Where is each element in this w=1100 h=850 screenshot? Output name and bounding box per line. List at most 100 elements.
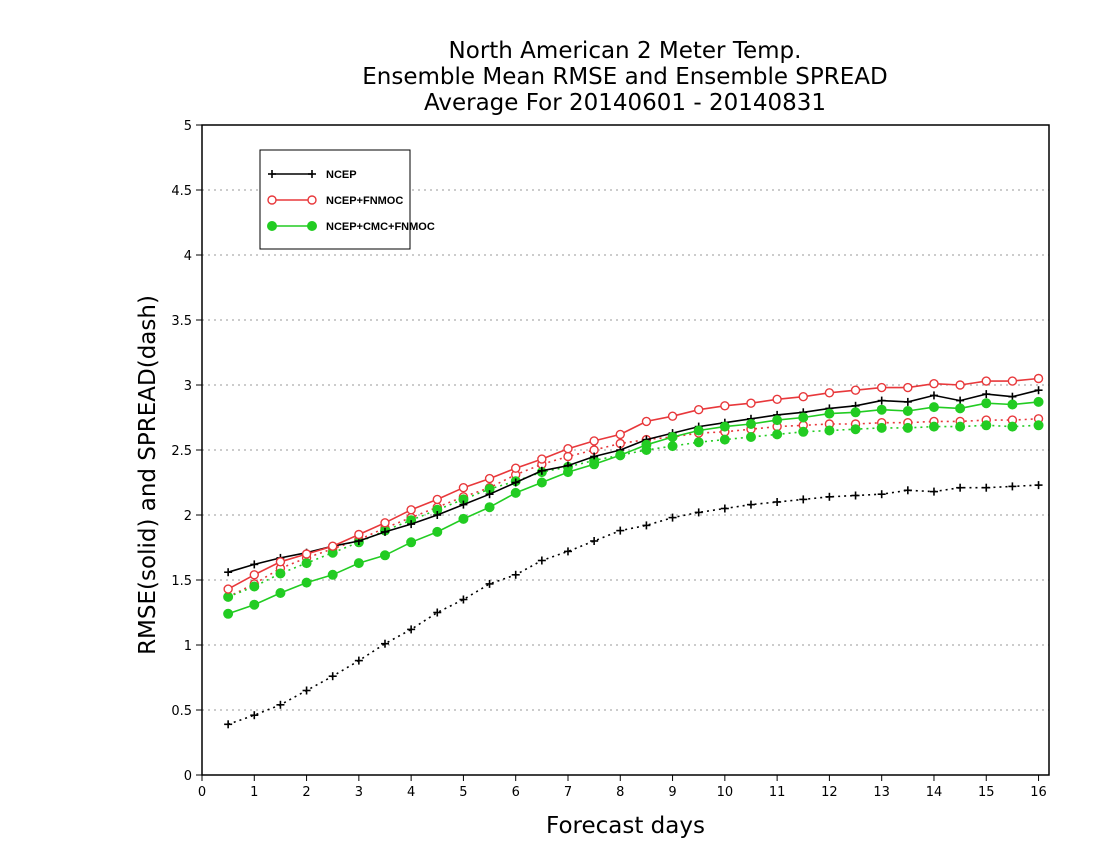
data-point — [694, 508, 703, 517]
data-point — [510, 487, 521, 498]
data-point — [824, 425, 835, 436]
x-tick-label: 8 — [616, 785, 624, 800]
data-point — [1034, 481, 1043, 490]
legend-marker — [268, 170, 276, 178]
legend-marker — [267, 221, 277, 231]
data-point — [301, 549, 312, 559]
data-point — [589, 459, 600, 470]
data-point — [615, 429, 625, 440]
data-point — [667, 411, 678, 421]
data-point — [668, 513, 677, 522]
x-tick-label: 4 — [407, 785, 415, 800]
data-point — [693, 437, 704, 448]
data-point — [275, 557, 286, 567]
data-point — [719, 434, 730, 445]
data-point — [276, 700, 285, 709]
data-point — [1033, 396, 1044, 407]
data-point — [458, 483, 469, 493]
data-point — [615, 450, 626, 461]
legend-label: NCEP+FNMOC — [326, 195, 403, 207]
data-point — [981, 376, 991, 386]
x-tick-label: 5 — [459, 785, 467, 800]
data-point — [354, 656, 363, 665]
legend-marker — [307, 221, 317, 231]
y-tick-label: 3 — [184, 379, 192, 394]
data-point — [746, 500, 755, 509]
data-point — [693, 425, 704, 436]
data-point — [380, 639, 389, 648]
data-point — [485, 490, 494, 499]
y-tick-label: 0 — [184, 769, 192, 784]
legend-marker — [308, 170, 316, 178]
data-point — [484, 502, 495, 513]
series-rmse-ncep — [224, 386, 1043, 577]
data-point — [1034, 386, 1043, 395]
data-point — [667, 432, 678, 442]
data-point — [249, 599, 260, 610]
data-point — [433, 511, 442, 519]
data-point — [249, 581, 260, 592]
data-point — [1007, 376, 1018, 386]
data-point — [406, 505, 416, 515]
data-point — [224, 720, 233, 729]
data-point — [799, 495, 808, 504]
series-spread-ncep-cmc-fnmoc — [223, 420, 1044, 602]
data-point — [563, 451, 573, 462]
data-point — [772, 429, 783, 440]
data-point — [1033, 373, 1044, 384]
data-point — [982, 483, 991, 492]
data-point — [223, 608, 234, 619]
chart-title-line: North American 2 Meter Temp. — [449, 38, 802, 64]
y-tick-label: 5 — [184, 119, 192, 134]
data-point — [1033, 420, 1044, 431]
data-point — [693, 405, 704, 415]
series-line — [227, 484, 1039, 726]
series-spread-ncep-fnmoc — [223, 414, 1044, 602]
y-tick-label: 1.5 — [171, 574, 192, 589]
data-point — [616, 526, 625, 535]
data-point — [772, 415, 783, 426]
data-point — [380, 518, 390, 528]
x-tick-label: 9 — [668, 785, 676, 800]
data-point — [850, 385, 861, 395]
data-point — [876, 404, 887, 415]
data-point — [719, 421, 730, 432]
data-point — [928, 402, 939, 413]
data-point — [981, 398, 992, 409]
x-tick-label: 16 — [1030, 785, 1047, 800]
data-point — [982, 390, 991, 399]
data-point — [798, 392, 808, 402]
data-point — [590, 452, 599, 461]
data-point — [537, 466, 546, 475]
data-point — [929, 379, 939, 389]
chart-title-line: Average For 20140601 - 20140831 — [424, 90, 826, 116]
data-point — [825, 492, 834, 501]
x-tick-label: 12 — [821, 785, 838, 800]
data-point — [877, 490, 886, 499]
y-tick-label: 1 — [184, 639, 192, 654]
data-point — [433, 608, 442, 617]
data-point — [824, 408, 835, 419]
legend: NCEP NCEP+FNMOC NCEP+CMC+FNMOC — [259, 149, 435, 250]
data-point — [275, 568, 286, 579]
grid-lines — [202, 189, 1049, 711]
data-point — [536, 477, 547, 488]
series-line — [227, 424, 1039, 598]
data-point — [511, 570, 520, 579]
x-tick-label: 7 — [564, 785, 572, 800]
data-point — [485, 579, 494, 588]
data-point — [798, 426, 809, 437]
x-tick-label: 14 — [926, 785, 943, 800]
data-point — [537, 454, 547, 464]
data-point — [407, 625, 416, 634]
legend-marker — [307, 195, 317, 205]
x-tick-label: 3 — [355, 785, 363, 800]
data-point — [850, 407, 861, 418]
data-point — [223, 584, 233, 594]
data-point — [876, 422, 887, 433]
data-point — [956, 483, 965, 492]
data-point — [537, 556, 546, 565]
data-point — [876, 382, 887, 393]
data-point — [902, 422, 913, 433]
data-point — [1008, 392, 1017, 401]
